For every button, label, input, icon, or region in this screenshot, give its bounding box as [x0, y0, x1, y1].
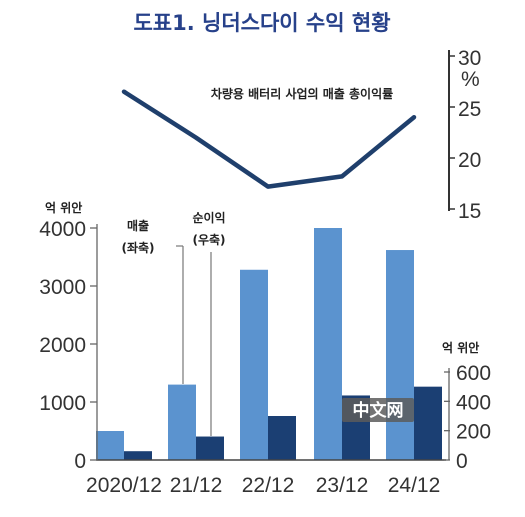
sales-label-line2: (좌축)	[121, 240, 154, 255]
margin-tick-25: 25	[458, 98, 481, 121]
x-tick-21/12: 21/12	[170, 474, 223, 497]
right-tick-400: 400	[456, 391, 491, 414]
margin-tick-30: 30	[458, 47, 481, 70]
watermark-bg	[342, 398, 414, 422]
left-tick-1000: 1000	[39, 392, 86, 415]
sales-bar-21/12	[168, 384, 196, 460]
sales-bar-24/12	[386, 250, 414, 460]
margin-line-layer	[121, 89, 417, 189]
x-axis-ticks: 2020/12 21/12 22/12 23/12 24/12	[86, 474, 440, 497]
right-axis-ticks: 0 200 400 600	[444, 362, 491, 473]
x-tick-2020/12: 2020/12	[86, 474, 162, 497]
left-tick-0: 0	[74, 450, 86, 473]
watermark: 中文网	[342, 398, 414, 422]
x-tick-22/12: 22/12	[242, 474, 295, 497]
margin-axis-unit: %	[461, 68, 480, 91]
x-tick-23/12: 23/12	[316, 474, 369, 497]
left-tick-3000: 3000	[39, 276, 86, 299]
chart-title: 도표1. 닝더스다이 수익 현황	[133, 11, 390, 35]
right-tick-600: 600	[456, 362, 491, 385]
left-axis-unit: 억 위안	[45, 200, 82, 215]
left-axis-ticks: 0 1000 2000 3000 4000	[39, 218, 98, 473]
right-axis-unit: 억 위안	[442, 340, 479, 355]
x-tick-24/12: 24/12	[388, 474, 441, 497]
watermark-text: 中文网	[353, 400, 404, 421]
sales-bar-2020/12	[96, 431, 124, 460]
sales-bar-23/12	[314, 228, 342, 460]
left-tick-4000: 4000	[39, 218, 86, 241]
margin-tick-15: 15	[458, 200, 481, 223]
left-tick-2000: 2000	[39, 334, 86, 357]
profit-label-line2: (우축)	[192, 232, 225, 247]
profit-bar-24/12	[414, 386, 442, 460]
right-tick-200: 200	[456, 421, 491, 444]
margin-axis: 15 20 25 30	[448, 47, 481, 223]
margin-tick-20: 20	[458, 149, 481, 172]
right-tick-0: 0	[456, 450, 468, 473]
sales-bar-22/12	[240, 269, 268, 460]
profit-bar-2020/12	[124, 451, 152, 460]
bars-layer	[96, 228, 446, 461]
margin-line-label: 차량용 배터리 사업의 매출 총이익률	[211, 86, 393, 101]
profit-bar-22/12	[268, 416, 296, 460]
margin-line	[121, 89, 417, 189]
profit-bar-21/12	[196, 436, 224, 460]
profit-label-line1: 순이익	[192, 210, 225, 225]
sales-label-line1: 매출	[127, 218, 149, 233]
